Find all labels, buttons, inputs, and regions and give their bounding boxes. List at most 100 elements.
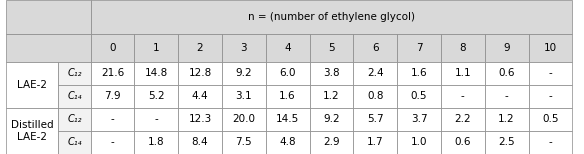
Bar [266,85,310,108]
Bar [397,34,441,62]
Text: 4: 4 [284,43,291,53]
Text: -: - [461,91,465,101]
Bar [397,85,441,108]
Text: 9: 9 [503,43,510,53]
Text: 6.0: 6.0 [279,68,296,78]
Bar [441,62,485,85]
Text: 7.5: 7.5 [235,138,252,147]
Bar [397,108,441,131]
Bar [441,108,485,131]
Bar [6,0,91,34]
Text: 14.8: 14.8 [145,68,168,78]
Text: 3.7: 3.7 [411,114,427,124]
Text: 10: 10 [544,43,557,53]
Bar [178,62,222,85]
Bar [266,108,310,131]
Bar [353,108,397,131]
Bar [222,62,266,85]
Bar [485,108,529,131]
Text: 8.4: 8.4 [192,138,208,147]
Bar [178,85,222,108]
Text: Distilled
LAE-2: Distilled LAE-2 [11,120,53,142]
Text: 5: 5 [328,43,335,53]
Bar [91,131,134,154]
Bar [6,62,58,108]
Text: 5.2: 5.2 [148,91,165,101]
Text: -: - [154,114,158,124]
Bar [441,131,485,154]
Text: -: - [548,138,552,147]
Text: 0.6: 0.6 [454,138,471,147]
Bar [178,131,222,154]
Text: C₁₂: C₁₂ [67,68,82,78]
Bar [134,34,178,62]
Bar [91,85,134,108]
Bar [222,34,266,62]
Bar [353,85,397,108]
Bar [485,34,529,62]
Text: -: - [505,91,509,101]
Bar [91,0,572,34]
Text: 0.6: 0.6 [498,68,515,78]
Text: 1.0: 1.0 [411,138,427,147]
Text: -: - [548,68,552,78]
Bar [485,131,529,154]
Bar [6,34,91,62]
Text: -: - [110,138,114,147]
Text: C₁₄: C₁₄ [67,138,82,147]
Text: 1: 1 [153,43,159,53]
Bar [529,131,572,154]
Bar [529,108,572,131]
Text: 4.4: 4.4 [192,91,208,101]
Text: 21.6: 21.6 [101,68,124,78]
Text: 1.8: 1.8 [148,138,165,147]
Text: 7: 7 [416,43,422,53]
Bar [353,34,397,62]
Bar [266,131,310,154]
Bar [353,131,397,154]
Bar [529,62,572,85]
Bar [134,131,178,154]
Text: 0.5: 0.5 [411,91,427,101]
Bar [266,62,310,85]
Text: 0.5: 0.5 [542,114,559,124]
Text: 0: 0 [109,43,116,53]
Text: 1.2: 1.2 [498,114,515,124]
Text: 7.9: 7.9 [104,91,121,101]
Bar [310,85,353,108]
Bar [485,85,529,108]
Text: 2.2: 2.2 [454,114,471,124]
Bar [310,108,353,131]
Text: 12.8: 12.8 [189,68,211,78]
Bar [441,34,485,62]
Text: 1.6: 1.6 [411,68,427,78]
Bar [91,108,134,131]
Bar [310,34,353,62]
Bar [58,85,91,108]
Text: 2: 2 [197,43,203,53]
Text: 1.7: 1.7 [367,138,384,147]
Text: LAE-2: LAE-2 [17,80,47,90]
Bar [222,108,266,131]
Text: n = (number of ethylene glycol): n = (number of ethylene glycol) [248,12,415,22]
Text: 1.2: 1.2 [323,91,340,101]
Text: 2.4: 2.4 [367,68,384,78]
Text: 14.5: 14.5 [276,114,299,124]
Text: 2.9: 2.9 [323,138,340,147]
Text: 3.1: 3.1 [235,91,252,101]
Text: 12.3: 12.3 [189,114,211,124]
Text: C₁₂: C₁₂ [67,114,82,124]
Text: -: - [110,114,114,124]
Text: 3.8: 3.8 [323,68,340,78]
Text: C₁₄: C₁₄ [67,91,82,101]
Bar [310,131,353,154]
Text: -: - [548,91,552,101]
Bar [529,85,572,108]
Text: 20.0: 20.0 [232,114,255,124]
Bar [397,62,441,85]
Bar [91,34,134,62]
Bar [58,131,91,154]
Bar [485,62,529,85]
Bar [266,34,310,62]
Bar [178,34,222,62]
